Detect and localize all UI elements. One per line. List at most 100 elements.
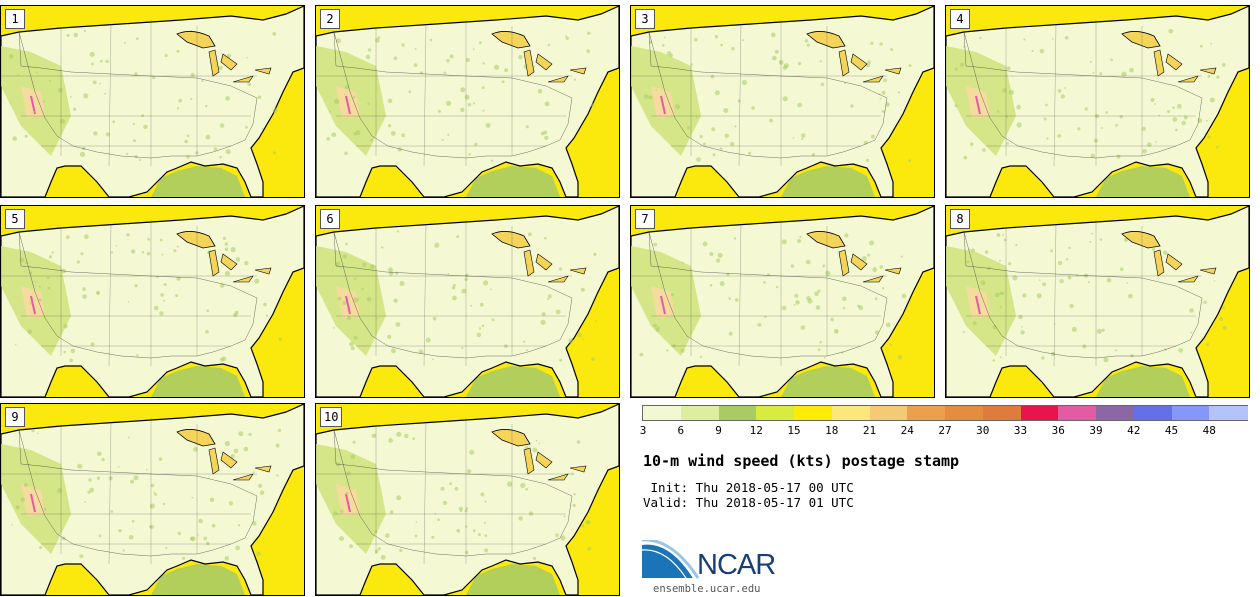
wind-speck [265, 314, 269, 317]
wind-speck [141, 114, 145, 118]
wind-speck [719, 147, 723, 151]
wind-speck [560, 535, 566, 541]
land-area [316, 404, 619, 595]
wind-speck [11, 524, 13, 526]
wind-speck [734, 298, 739, 302]
wind-speck [344, 93, 346, 96]
state-line [108, 23, 112, 167]
wind-speck [806, 296, 811, 301]
wind-speck [349, 341, 354, 347]
lake-superior [176, 231, 216, 249]
wind-speck [538, 442, 541, 445]
wind-speck [449, 482, 453, 486]
wind-speck [396, 495, 402, 501]
wind-speck [23, 482, 28, 487]
wind-speck [418, 349, 424, 355]
colorbar [642, 405, 1248, 421]
wind-speck [1099, 238, 1103, 241]
wind-speck [971, 248, 975, 253]
wind-speck [205, 134, 211, 140]
wind-speck [441, 138, 444, 141]
wind-speck [178, 98, 183, 103]
wind-speck [1119, 267, 1124, 271]
wind-speck [797, 61, 802, 66]
member-number: 3 [635, 9, 655, 29]
lake-michigan [208, 49, 220, 77]
wind-speck [460, 107, 465, 113]
wind-speck [466, 469, 472, 474]
wind-speck [370, 264, 375, 270]
wind-speck [1059, 279, 1064, 284]
wind-speck [737, 99, 741, 103]
wind-speck [535, 439, 538, 442]
wind-speed-map [316, 404, 619, 595]
lake-ontario [569, 267, 587, 275]
high-wind-streak [30, 493, 36, 513]
wind-speck [367, 102, 370, 105]
wind-speck [452, 295, 457, 301]
wind-speck [352, 95, 356, 99]
wind-speck [82, 287, 86, 291]
wind-speck [387, 334, 392, 339]
high-wind-streak [30, 295, 36, 315]
wind-speck [794, 293, 799, 298]
wind-speck [1077, 127, 1081, 131]
wind-speck [711, 127, 716, 132]
wind-speck [89, 487, 95, 493]
wind-speck [135, 37, 139, 40]
wind-speck [1152, 248, 1155, 251]
wind-speck [348, 544, 354, 549]
wind-speck [781, 305, 787, 311]
lake-ontario [569, 465, 587, 473]
wind-speck [764, 315, 767, 319]
wind-speck [1069, 303, 1074, 309]
wind-speck [573, 493, 576, 496]
wind-speck [337, 296, 342, 301]
wind-speck [699, 355, 702, 358]
wind-speck [161, 253, 164, 256]
wind-speck [1022, 293, 1027, 298]
wind-speck [984, 250, 989, 254]
wind-speck [992, 359, 996, 362]
wind-speck [193, 447, 198, 452]
wind-speck [792, 137, 795, 139]
wind-speck [1082, 344, 1087, 349]
wind-speck [393, 56, 398, 61]
wind-speck [883, 78, 887, 83]
wind-speck [134, 72, 138, 76]
wind-speck [1207, 74, 1211, 78]
wind-speck [230, 453, 235, 459]
wind-speck [525, 487, 528, 491]
wind-speck [544, 236, 547, 240]
wind-speck [456, 235, 460, 239]
wind-speck [1222, 325, 1227, 330]
wind-speck [999, 291, 1003, 295]
wind-speck [528, 511, 534, 516]
wind-speck [590, 103, 595, 107]
wind-speck [709, 283, 713, 287]
wind-speck [675, 104, 680, 109]
wind-speck [47, 286, 50, 290]
wind-speck [138, 158, 141, 162]
wind-speck [1126, 282, 1129, 284]
wind-speck [815, 305, 821, 310]
wind-speck [1057, 134, 1062, 138]
wind-speck [1002, 234, 1005, 236]
wind-speck [190, 72, 195, 78]
wind-speck [582, 338, 584, 341]
colorbar-segment [643, 406, 682, 420]
wind-speck [228, 501, 234, 506]
wind-speck [344, 85, 349, 90]
wind-speck [811, 153, 816, 157]
wind-speck [547, 297, 550, 301]
wind-speck [731, 47, 735, 51]
wind-speck [333, 326, 335, 329]
wind-speck [105, 59, 109, 64]
site-url[interactable]: ensemble.ucar.edu [653, 583, 761, 595]
wind-speck [454, 486, 459, 491]
wind-speed-map [946, 6, 1249, 197]
wind-speck [1057, 260, 1063, 266]
wind-speck [112, 120, 116, 124]
state-line [1053, 223, 1057, 367]
wind-speck [132, 122, 136, 126]
